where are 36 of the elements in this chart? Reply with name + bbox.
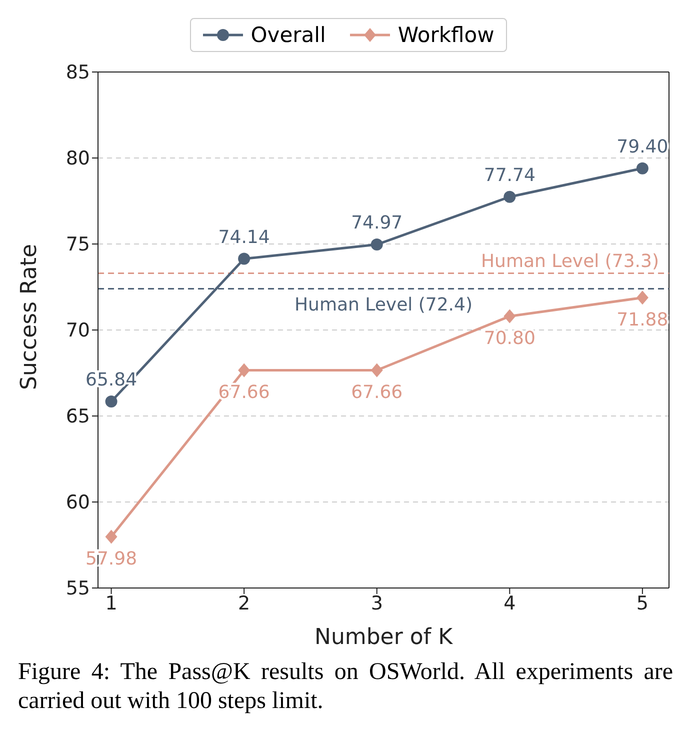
data-label: 67.66 [351,382,403,404]
point [370,363,383,378]
y-tick-label: 60 [66,492,90,514]
ref-line-label: Human Level (72.4) [294,294,472,316]
point [105,530,118,544]
point [238,252,250,265]
y-tick-label: 70 [66,320,90,342]
x-tick-label: 1 [105,592,118,614]
y-tick-label: 55 [66,578,90,600]
y-axis-title: Success Rate [16,244,42,390]
y-tick-label: 75 [66,234,90,256]
caption: Figure 4: The Pass@K results on OSWorld. All experiments are carried out with 100 steps limit. [17,658,674,716]
data-label: 79.40 [616,136,668,158]
y-tick-label: 65 [66,406,90,428]
point [370,238,383,251]
y-tick-label: 85 [66,62,90,84]
x-axis-title: Number of K [314,625,454,650]
x-tick-label: 3 [370,592,383,614]
legend-label: Overall [250,23,326,47]
x-tick-label: 4 [504,592,516,614]
y-tick-label: 80 [66,148,90,170]
point [504,190,516,203]
point [636,290,648,305]
x-tick-label: 2 [238,592,250,614]
legend-label: Workflow [396,23,494,47]
x-tick-label: 5 [636,592,648,614]
data-label: 74.97 [351,212,403,234]
point [636,162,648,174]
data-label: 70.80 [484,328,536,350]
point [504,309,516,324]
point [238,363,250,378]
data-label: 74.14 [218,226,270,248]
data-label: 71.88 [616,310,668,331]
data-label: 77.74 [484,164,536,186]
point [105,396,118,408]
ref-line-label: Human Level (73.3) [481,251,659,272]
